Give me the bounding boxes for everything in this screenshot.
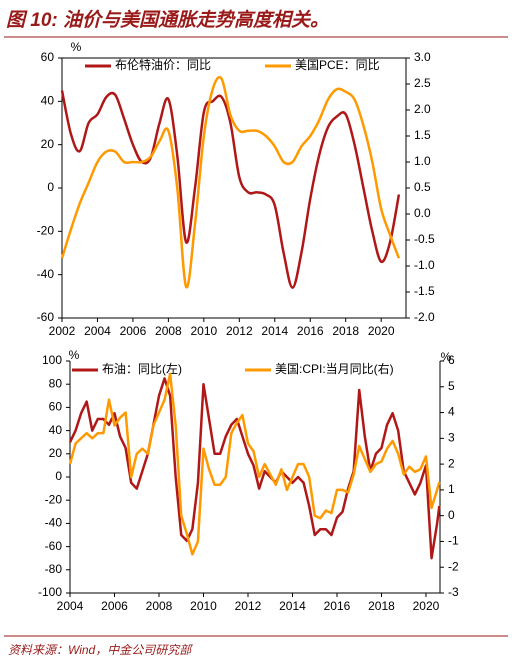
y2-tick-label: -1 bbox=[448, 534, 459, 548]
x-tick-label: 2020 bbox=[368, 324, 395, 338]
y2-tick-label: 2 bbox=[448, 456, 455, 470]
y-tick-label: -40 bbox=[45, 516, 63, 530]
y2-tick-label: -1.5 bbox=[414, 284, 435, 298]
y-tick-label: -60 bbox=[45, 539, 63, 553]
y2-tick-label: 1 bbox=[448, 482, 455, 496]
x-tick-label: 2012 bbox=[226, 324, 253, 338]
y2-tick-label: 6 bbox=[448, 353, 455, 367]
legend-label: 布油：同比(左) bbox=[102, 361, 182, 376]
y-tick-label: 40 bbox=[49, 423, 63, 437]
y-tick-label: -20 bbox=[45, 492, 63, 506]
series-line bbox=[68, 372, 441, 556]
x-tick-label: 2004 bbox=[84, 324, 111, 338]
y-tick-label: -80 bbox=[45, 562, 63, 576]
y-tick-label: 80 bbox=[49, 376, 63, 390]
y-tick-label: -100 bbox=[38, 585, 62, 599]
source-note: 资料来源：Wind，中金公司研究部 bbox=[8, 643, 193, 657]
series-line bbox=[60, 90, 401, 289]
x-tick-label: 2004 bbox=[57, 599, 84, 613]
x-tick-label: 2010 bbox=[190, 599, 217, 613]
y-tick-label: 100 bbox=[42, 353, 62, 367]
y2-tick-label: 4 bbox=[448, 405, 455, 419]
y-tick-label: -60 bbox=[37, 310, 55, 324]
y2-tick-label: 1.5 bbox=[414, 128, 431, 142]
x-tick-label: 2020 bbox=[413, 599, 440, 613]
x-tick-label: 2002 bbox=[49, 324, 76, 338]
x-tick-label: 2008 bbox=[155, 324, 182, 338]
y-axis-unit: % bbox=[71, 40, 82, 54]
y2-axis-unit: % bbox=[441, 350, 452, 364]
y2-tick-label: -2 bbox=[448, 559, 459, 573]
y-tick-label: 20 bbox=[49, 446, 63, 460]
x-tick-label: 2018 bbox=[368, 599, 395, 613]
y-tick-label: 40 bbox=[41, 94, 55, 108]
y-tick-label: -20 bbox=[37, 224, 55, 238]
y2-tick-label: 0 bbox=[448, 508, 455, 522]
y-axis-unit: % bbox=[69, 348, 80, 362]
y-tick-label: 0 bbox=[55, 469, 62, 483]
y2-tick-label: 0.0 bbox=[414, 206, 431, 220]
y2-tick-label: -2.0 bbox=[414, 310, 435, 324]
x-tick-label: 2016 bbox=[297, 324, 324, 338]
y-tick-label: 60 bbox=[49, 400, 63, 414]
y2-tick-label: 3 bbox=[448, 431, 455, 445]
x-tick-label: 2016 bbox=[324, 599, 351, 613]
y-tick-label: 0 bbox=[47, 180, 54, 194]
y2-tick-label: 5 bbox=[448, 379, 455, 393]
y-tick-label: 20 bbox=[41, 137, 55, 151]
y2-tick-label: -3 bbox=[448, 585, 459, 599]
x-tick-label: 2006 bbox=[120, 324, 147, 338]
x-tick-label: 2012 bbox=[235, 599, 262, 613]
y2-tick-label: 0.5 bbox=[414, 180, 431, 194]
x-tick-label: 2014 bbox=[279, 599, 306, 613]
y2-tick-label: 2.5 bbox=[414, 76, 431, 90]
y-tick-label: -40 bbox=[37, 267, 55, 281]
y2-tick-label: 1.0 bbox=[414, 154, 431, 168]
x-tick-label: 2006 bbox=[101, 599, 128, 613]
series-line bbox=[68, 377, 441, 560]
figure-title: 图 10: 油价与美国通胀走势高度相关。 bbox=[6, 9, 329, 31]
legend-label: 美国PCE：同比 bbox=[295, 58, 380, 72]
series-line bbox=[60, 76, 401, 289]
y2-tick-label: 3.0 bbox=[414, 50, 431, 64]
x-tick-label: 2010 bbox=[191, 324, 218, 338]
y-tick-label: 60 bbox=[41, 50, 55, 64]
x-tick-label: 2008 bbox=[146, 599, 173, 613]
x-tick-label: 2018 bbox=[332, 324, 359, 338]
legend-label: 布伦特油价：同比 bbox=[115, 57, 211, 72]
legend-label: 美国:CPI:当月同比(右) bbox=[275, 361, 394, 376]
y2-tick-label: -1.0 bbox=[414, 258, 435, 272]
y2-tick-label: -0.5 bbox=[414, 232, 435, 246]
x-tick-label: 2014 bbox=[261, 324, 288, 338]
y2-tick-label: 2.0 bbox=[414, 102, 431, 116]
